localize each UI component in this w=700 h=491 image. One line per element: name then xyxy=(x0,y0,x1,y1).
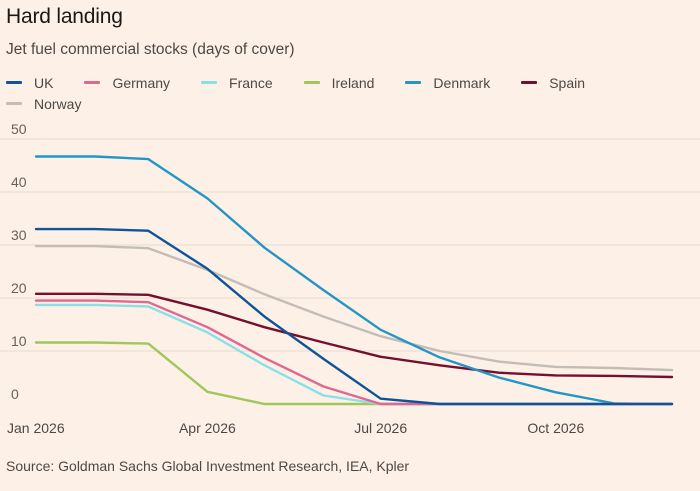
legend-item-uk: UK xyxy=(6,72,53,93)
chart-legend: UK Germany France Ireland Denmark Spain Norway xyxy=(6,72,696,114)
legend-label: Norway xyxy=(34,95,82,112)
legend-swatch xyxy=(405,81,422,84)
x-tick-label: Jan 2026 xyxy=(7,420,65,436)
y-tick-label: 50 xyxy=(11,121,27,137)
x-tick-label: Oct 2026 xyxy=(527,420,584,436)
legend-item-norway: Norway xyxy=(6,93,81,114)
series-line-france xyxy=(34,303,674,406)
legend-label: France xyxy=(229,74,273,91)
legend-label: Germany xyxy=(112,74,171,91)
series-line-germany xyxy=(34,299,674,406)
legend-swatch xyxy=(6,81,22,84)
y-tick-label: 20 xyxy=(11,280,27,296)
legend-item-germany: Germany xyxy=(84,72,170,93)
legend-item-spain: Spain xyxy=(521,72,585,93)
line-chart: 0 10 20 30 40 50 Jan 2026 Apr 2026 Jul 2026 Oct 2… xyxy=(0,121,700,436)
legend-swatch xyxy=(303,81,320,84)
legend-swatch xyxy=(6,102,22,105)
series-line-norway xyxy=(34,244,674,372)
y-tick-label: 0 xyxy=(11,386,19,402)
x-tick-label: Jul 2026 xyxy=(354,420,407,436)
series-line-spain xyxy=(34,292,674,379)
legend-swatch xyxy=(201,81,218,84)
y-tick-label: 10 xyxy=(11,333,27,349)
legend-swatch xyxy=(84,81,101,84)
legend-label: UK xyxy=(34,74,54,91)
x-tick-label: Apr 2026 xyxy=(179,420,236,436)
y-tick-label: 40 xyxy=(11,174,27,190)
chart-title: Hard landing xyxy=(6,5,123,28)
chart-subtitle: Jet fuel commercial stocks (days of cove… xyxy=(6,41,295,58)
series-line-denmark xyxy=(34,155,674,406)
legend-item-denmark: Denmark xyxy=(405,72,490,93)
legend-item-ireland: Ireland xyxy=(303,72,375,93)
legend-swatch xyxy=(521,81,538,84)
legend-label: Spain xyxy=(549,74,586,91)
series-line-uk xyxy=(34,227,674,406)
legend-label: Denmark xyxy=(433,74,491,91)
y-tick-label: 30 xyxy=(11,227,27,243)
legend-label: Ireland xyxy=(331,74,375,91)
legend-item-france: France xyxy=(201,72,273,93)
source-note: Source: Goldman Sachs Global Investment … xyxy=(6,458,410,474)
